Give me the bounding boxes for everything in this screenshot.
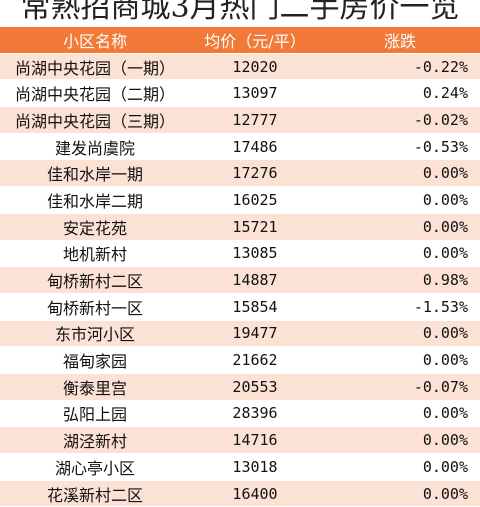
community-name-cell: 佳和水岸一期 xyxy=(46,165,143,185)
price-change-cell: 0.00% xyxy=(422,324,468,343)
average-price-cell: 12020 xyxy=(232,57,278,76)
table-row: 湖泾新村 14716 0.00% xyxy=(0,427,480,454)
table-row: 地机新村 13085 0.00% xyxy=(0,240,480,268)
header-community-name: 小区名称 xyxy=(62,31,127,51)
price-change-cell: 0.00% xyxy=(422,457,468,476)
community-name-cell: 佳和水岸二期 xyxy=(46,191,143,211)
price-change-cell: -0.02% xyxy=(413,110,468,129)
header-average-price: 均价（元/平） xyxy=(204,31,306,51)
community-name-cell: 甸桥新村一区 xyxy=(46,298,143,318)
average-price-cell: 12777 xyxy=(232,110,278,129)
average-price-cell: 16025 xyxy=(232,190,278,209)
table-body: 尚湖中央花园（一期） 12020 -0.22% 尚湖中央花园（二期） 13097 0.24… xyxy=(0,53,480,507)
table-row: 甸桥新村一区 15854 -1.53% xyxy=(0,293,480,321)
average-price-cell: 17276 xyxy=(232,164,278,183)
table-header-row: 小区名称 均价（元/平） 涨跌 xyxy=(0,27,480,54)
price-change-cell: 0.24% xyxy=(422,84,468,103)
table-row: 佳和水岸一期 17276 0.00% xyxy=(0,160,480,188)
table-row: 湖心亭小区 13018 0.00% xyxy=(0,454,480,481)
price-change-cell: -1.53% xyxy=(413,297,468,316)
price-change-cell: 0.00% xyxy=(422,351,468,370)
average-price-cell: 20553 xyxy=(232,377,278,396)
table-row: 衡泰里宫 20553 -0.07% xyxy=(0,373,480,401)
header-change: 涨跌 xyxy=(383,31,416,51)
price-change-cell: 0.98% xyxy=(422,271,468,290)
community-name-cell: 地机新村 xyxy=(62,245,127,265)
price-change-cell: 0.00% xyxy=(422,190,468,209)
table-row: 福甸家园 21662 0.00% xyxy=(0,347,480,374)
average-price-cell: 13097 xyxy=(232,84,278,103)
average-price-cell: 17486 xyxy=(232,137,278,156)
table-row: 尚湖中央花园（二期） 13097 0.24% xyxy=(0,80,480,108)
community-name-cell: 甸桥新村二区 xyxy=(46,272,143,292)
price-change-cell: -0.07% xyxy=(413,377,468,396)
community-name-cell: 花溪新村二区 xyxy=(46,485,143,505)
community-name-cell: 尚湖中央花园（一期） xyxy=(14,58,175,78)
table-row: 安定花苑 15721 0.00% xyxy=(0,213,480,241)
price-change-cell: -0.22% xyxy=(413,57,468,76)
average-price-cell: 14887 xyxy=(232,271,278,290)
price-change-cell: 0.00% xyxy=(422,484,468,503)
community-name-cell: 安定花苑 xyxy=(62,218,127,238)
price-table: 小区名称 均价（元/平） 涨跌 尚湖中央花园（一期） 12020 -0.22% 尚湖中… xyxy=(0,27,480,507)
price-change-cell: 0.00% xyxy=(422,217,468,236)
community-name-cell: 尚湖中央花园（二期） xyxy=(14,85,175,105)
table-row: 尚湖中央花园（一期） 12020 -0.22% xyxy=(0,53,480,81)
community-name-cell: 建发尚虞院 xyxy=(54,138,135,158)
table-row: 弘阳上园 28396 0.00% xyxy=(0,400,480,428)
page-title: 常熟招商城3月热门二手房价一览 xyxy=(20,0,460,25)
price-change-cell: 0.00% xyxy=(422,404,468,423)
average-price-cell: 28396 xyxy=(232,404,278,423)
community-name-cell: 弘阳上园 xyxy=(62,405,127,425)
table-row: 花溪新村二区 16400 0.00% xyxy=(0,480,480,507)
average-price-cell: 19477 xyxy=(232,324,278,343)
average-price-cell: 15721 xyxy=(232,217,278,236)
community-name-cell: 东市河小区 xyxy=(54,325,135,345)
community-name-cell: 尚湖中央花园（三期） xyxy=(14,111,175,131)
price-change-cell: 0.00% xyxy=(422,244,468,263)
average-price-cell: 13085 xyxy=(232,244,278,263)
community-name-cell: 福甸家园 xyxy=(62,352,127,372)
table-row: 东市河小区 19477 0.00% xyxy=(0,320,480,348)
price-change-cell: 0.00% xyxy=(422,164,468,183)
community-name-cell: 湖心亭小区 xyxy=(54,458,135,478)
average-price-cell: 13018 xyxy=(232,457,278,476)
table-row: 尚湖中央花园（三期） 12777 -0.02% xyxy=(0,107,480,134)
community-name-cell: 衡泰里宫 xyxy=(62,378,127,398)
price-change-cell: 0.00% xyxy=(422,431,468,450)
table-row: 佳和水岸二期 16025 0.00% xyxy=(0,187,480,214)
community-name-cell: 湖泾新村 xyxy=(62,432,127,452)
table-row: 甸桥新村二区 14887 0.98% xyxy=(0,267,480,294)
average-price-cell: 21662 xyxy=(232,351,278,370)
average-price-cell: 16400 xyxy=(232,484,278,503)
table-row: 建发尚虞院 17486 -0.53% xyxy=(0,133,480,161)
average-price-cell: 14716 xyxy=(232,431,278,450)
price-change-cell: -0.53% xyxy=(413,137,468,156)
average-price-cell: 15854 xyxy=(232,297,278,316)
